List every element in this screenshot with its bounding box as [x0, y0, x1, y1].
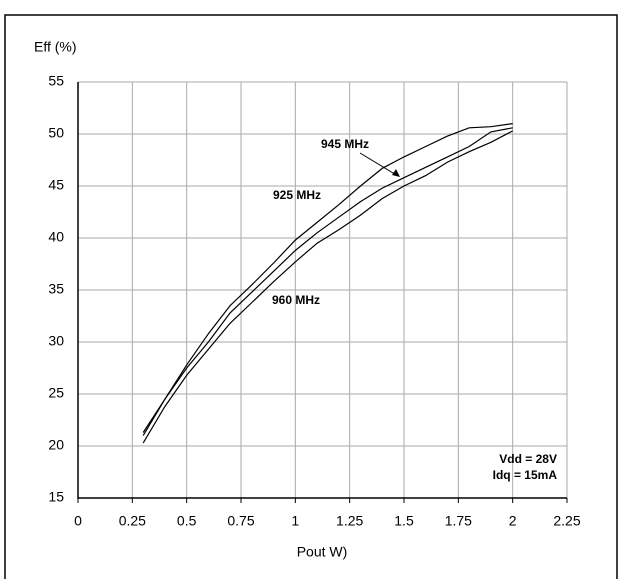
series-label: 945 MHz: [321, 137, 369, 151]
y-tick-label: 50: [48, 125, 64, 141]
x-tick-label: 0: [74, 513, 82, 529]
series-line: [142, 123, 513, 433]
y-tick-label: 30: [48, 333, 64, 349]
series-label: 925 MHz: [273, 188, 321, 202]
x-tick-label: 1: [291, 513, 299, 529]
y-tick-label: 40: [48, 229, 64, 245]
x-tick-label: 0.75: [227, 513, 254, 529]
x-axis-label: Pout W): [297, 544, 348, 560]
y-tick-label: 15: [48, 489, 64, 505]
note: Vdd = 28V: [499, 452, 557, 466]
y-tick-label: 25: [48, 385, 64, 401]
frame: [4, 14, 618, 579]
series-label: 960 MHz: [272, 293, 320, 307]
series-line: [142, 130, 513, 444]
arrow-head: [392, 169, 400, 177]
x-tick-label: 1.5: [394, 513, 414, 529]
y-tick-label: 20: [48, 437, 64, 453]
annotation-arrow: [359, 152, 399, 177]
y-axis-label: Eff (%): [34, 39, 77, 55]
x-tick-label: 2: [509, 513, 517, 529]
axes: [77, 82, 567, 499]
y-tick-label: 45: [48, 177, 64, 193]
x-tick-label: 2.25: [553, 513, 580, 529]
y-tick-label: 35: [48, 281, 64, 297]
note: Idq = 15mA: [493, 468, 558, 482]
x-tick-label: 0.25: [119, 513, 146, 529]
x-tick-label: 1.25: [336, 513, 363, 529]
x-tick-label: 0.5: [177, 513, 197, 529]
y-tick-label: 55: [48, 73, 64, 89]
x-tick-label: 1.75: [445, 513, 472, 529]
series-line: [142, 127, 513, 436]
